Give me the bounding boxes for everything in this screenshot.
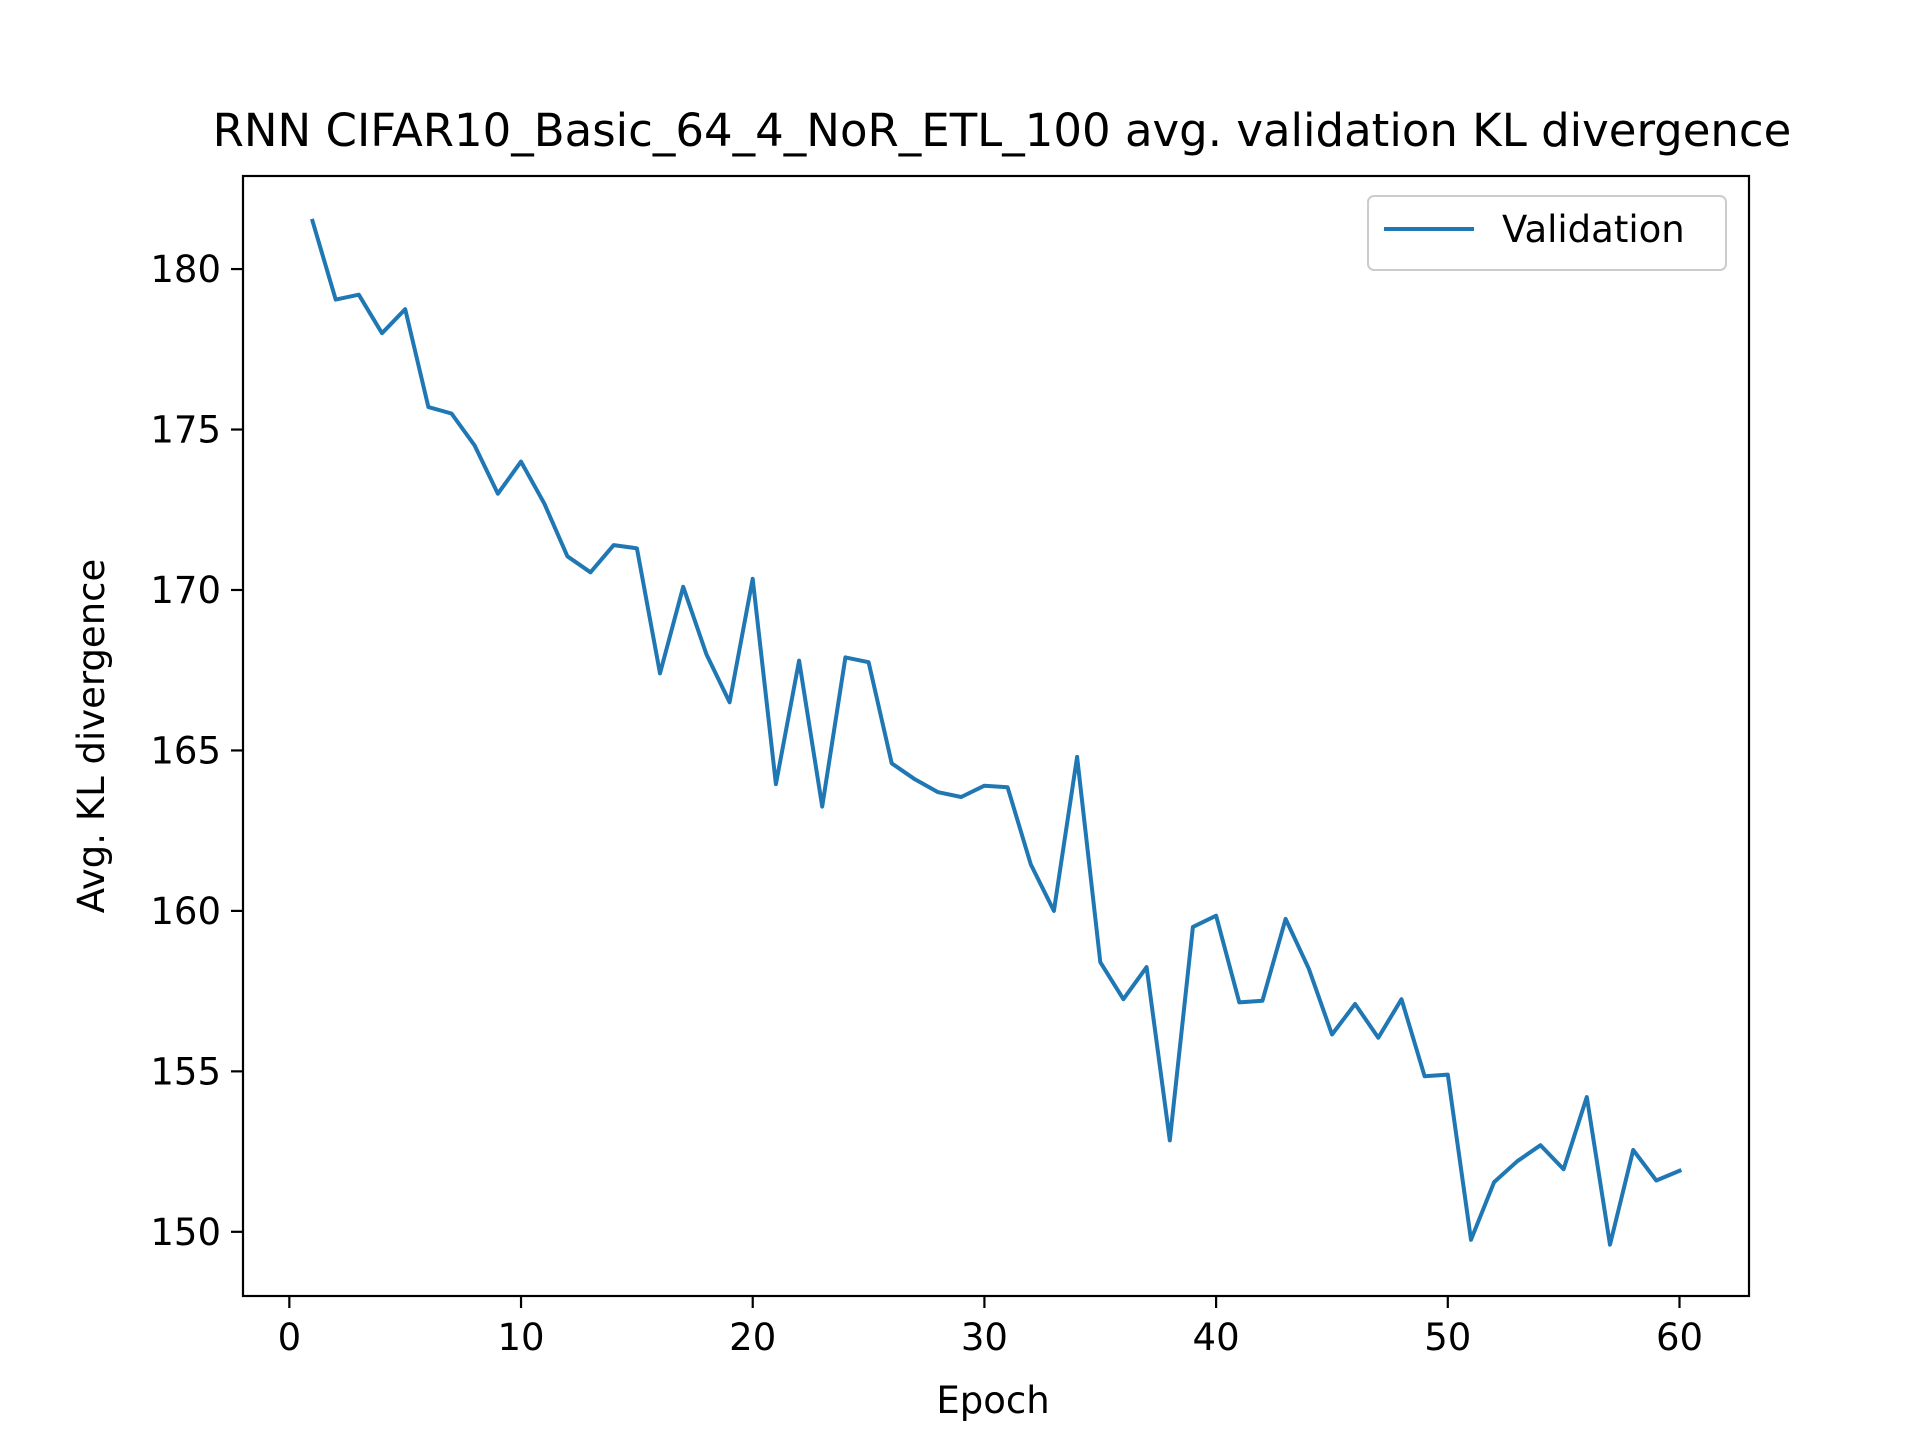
series-line-validation — [310, 218, 1683, 1247]
legend: Validation — [1367, 195, 1727, 271]
y-axis-label: Avg. KL divergence — [70, 559, 113, 913]
y-tick-label: 155 — [150, 1050, 221, 1093]
x-tick-label: 0 — [278, 1316, 302, 1359]
plot-area — [243, 176, 1749, 1296]
y-axis: 150 155 160 165 170 175 180 — [150, 248, 243, 1254]
x-axis-label: Epoch — [936, 1379, 1049, 1422]
legend-label-validation: Validation — [1502, 208, 1685, 251]
x-tick-label: 40 — [1193, 1316, 1240, 1359]
x-tick-label: 60 — [1656, 1316, 1703, 1359]
legend-box — [1367, 195, 1727, 271]
y-tick-label: 150 — [150, 1211, 221, 1254]
chart-title: RNN CIFAR10_Basic_64_4_NoR_ETL_100 avg. … — [213, 104, 1792, 157]
y-tick-label: 165 — [150, 729, 221, 772]
series-layer — [310, 218, 1683, 1247]
plot-frame — [241, 174, 1751, 1298]
x-tick-label: 10 — [497, 1316, 544, 1359]
x-axis: 0 10 20 30 40 50 60 — [278, 1296, 1703, 1359]
x-tick-label: 20 — [729, 1316, 776, 1359]
y-tick-label: 175 — [150, 409, 221, 452]
y-tick-label: 160 — [150, 890, 221, 933]
y-tick-label: 180 — [150, 248, 221, 291]
x-tick-label: 30 — [961, 1316, 1008, 1359]
x-tick-label: 50 — [1424, 1316, 1471, 1359]
y-tick-label: 170 — [150, 569, 221, 612]
